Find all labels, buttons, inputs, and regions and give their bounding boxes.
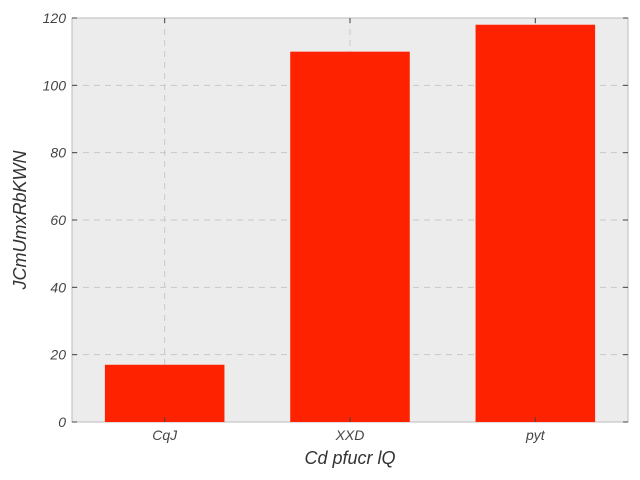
bar-xxd — [290, 51, 410, 423]
y-tick-label: 100 — [43, 77, 67, 93]
y-axis-title: JCmUmxRbKWN — [10, 150, 30, 291]
bar-layer — [104, 24, 596, 423]
y-tick-label: 0 — [58, 414, 66, 430]
y-tick-label: 20 — [49, 347, 66, 363]
y-tick-label: 40 — [50, 279, 66, 295]
x-tick-label: pyt — [525, 427, 546, 443]
x-tick-label: XXD — [335, 427, 365, 443]
tick-layer: 0 20 40 60 80 100 120 CqJ XXD pyt — [43, 10, 628, 443]
x-tick-label: CqJ — [152, 427, 178, 443]
y-tick-label: 60 — [50, 212, 66, 228]
y-tick-label: 120 — [43, 10, 67, 26]
bar-pyt — [475, 24, 596, 422]
y-tick-label: 80 — [50, 145, 66, 161]
x-axis-title: Cd pfucr lQ — [304, 448, 395, 468]
bar-cqj — [104, 364, 225, 422]
